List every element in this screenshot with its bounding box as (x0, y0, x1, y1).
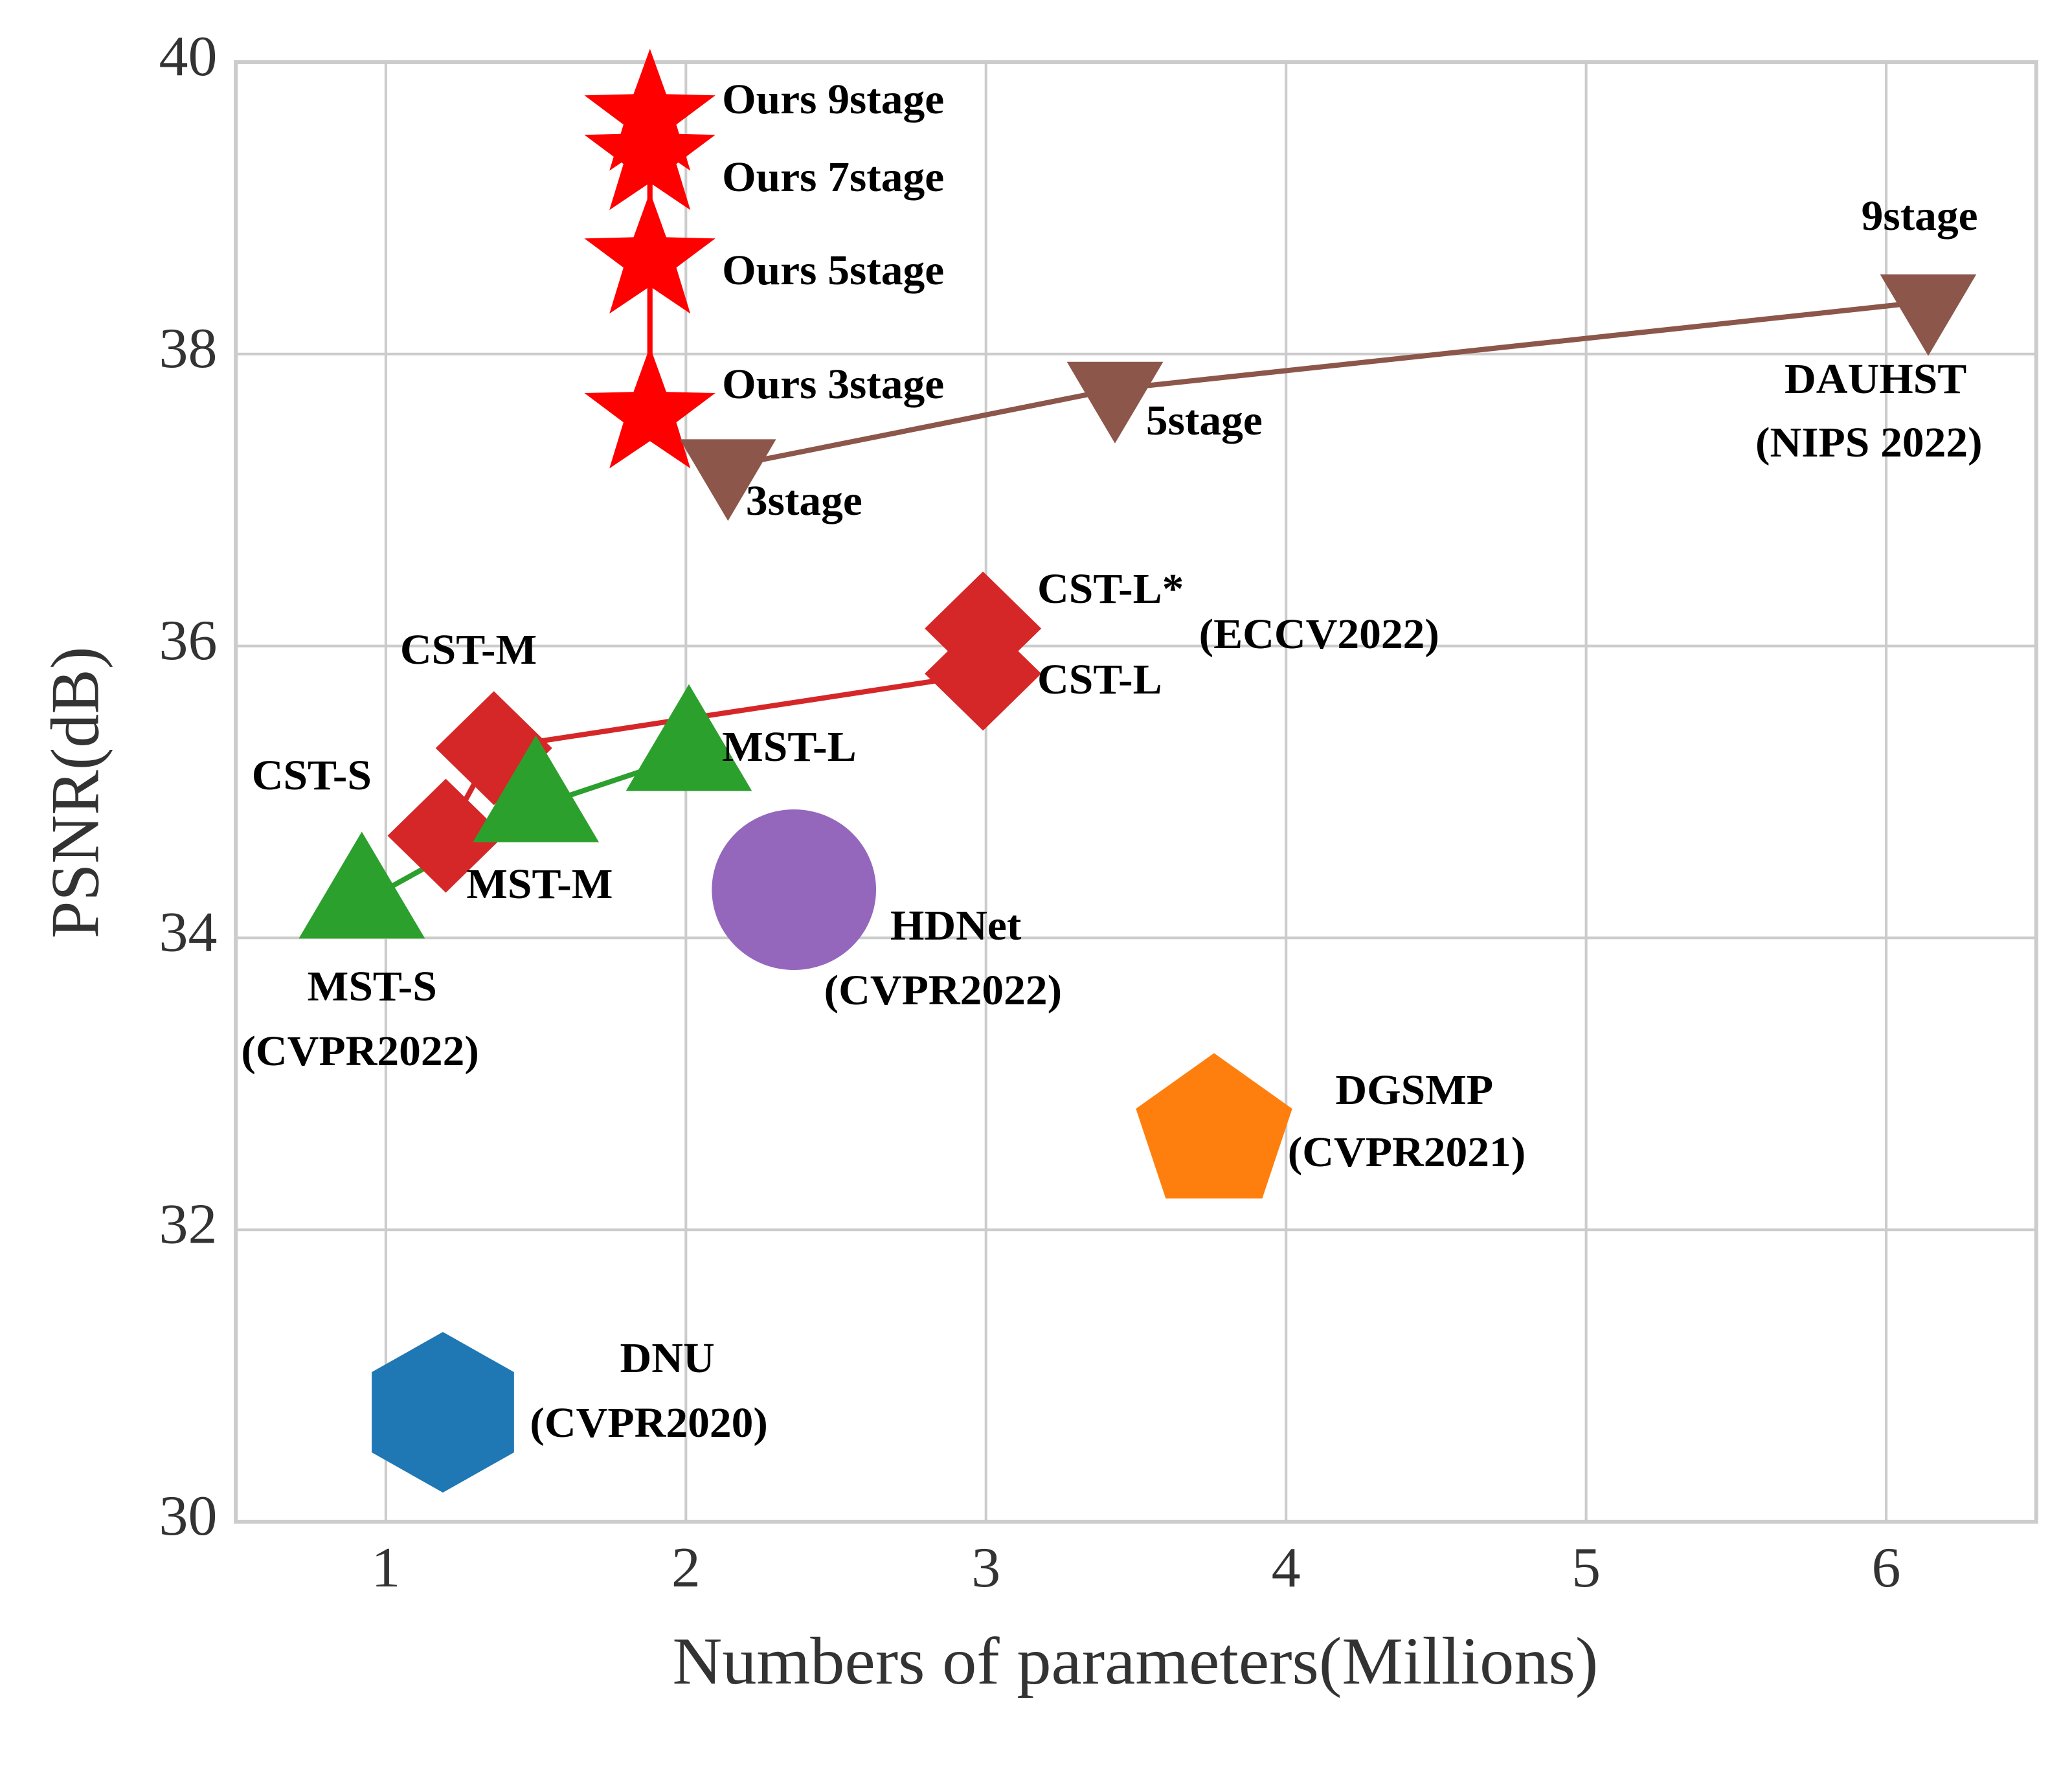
point (1066, 361, 1164, 444)
point (925, 571, 1042, 686)
x-tick-label: 2 (671, 1537, 701, 1599)
y-tick-label: 32 (159, 1193, 218, 1256)
annotation: (CVPR2022) (824, 967, 1062, 1014)
annotation: CST-L* (1037, 566, 1184, 613)
annotation: MST-L (722, 724, 857, 771)
point (387, 778, 504, 893)
point (625, 684, 752, 791)
annotation: CST-M (400, 627, 537, 673)
y-tick-label: 30 (159, 1485, 218, 1548)
point (372, 1332, 514, 1493)
annotation: MST-S (308, 964, 437, 1010)
point (584, 49, 715, 171)
point (584, 88, 715, 210)
y-tick-label: 38 (159, 317, 218, 380)
annotation: (NIPS 2022) (1755, 420, 1983, 466)
point (298, 831, 425, 939)
annotation: Ours 7stage (722, 154, 944, 201)
annotation: (CVPR2021) (1288, 1129, 1526, 1176)
point (1136, 1053, 1292, 1199)
x-axis-label: Numbers of parameters(Millions) (673, 1623, 1599, 1698)
annotation: 5stage (1146, 398, 1263, 444)
annotation: 3stage (746, 478, 862, 524)
x-tick-label: 5 (1571, 1537, 1601, 1599)
point (473, 735, 600, 842)
x-tick-label: 6 (1872, 1537, 1901, 1599)
annotation: (CVPR2020) (530, 1400, 767, 1447)
plot-frame (234, 60, 2038, 1524)
point (1880, 274, 1977, 356)
annotation: DAUHST (1785, 356, 1966, 403)
point (679, 439, 776, 521)
x-tick-label: 3 (971, 1537, 1000, 1599)
annotation: DNU (620, 1335, 715, 1382)
y-tick-label: 40 (159, 25, 218, 88)
point (584, 192, 715, 314)
annotation: 9stage (1862, 193, 1978, 240)
annotation: HDNet (890, 903, 1021, 949)
annotation: Ours 9stage (722, 76, 944, 123)
y-tick-label: 36 (159, 609, 218, 672)
annotation: CST-S (252, 752, 372, 799)
annotation: Ours 5stage (722, 247, 944, 294)
x-tick-label: 1 (371, 1537, 400, 1599)
annotation: (CVPR2022) (241, 1028, 479, 1075)
annotation: MST-M (466, 861, 613, 908)
annotation: CST-L (1037, 657, 1162, 703)
annotation: Ours 3stage (722, 361, 944, 408)
y-axis-label: PSNR(dB) (36, 647, 113, 939)
annotation: DGSMP (1335, 1067, 1493, 1114)
point (712, 809, 877, 971)
annotation: (ECCV2022) (1199, 611, 1439, 658)
y-tick-label: 34 (159, 901, 218, 964)
point (584, 346, 715, 469)
x-tick-label: 4 (1272, 1537, 1301, 1599)
